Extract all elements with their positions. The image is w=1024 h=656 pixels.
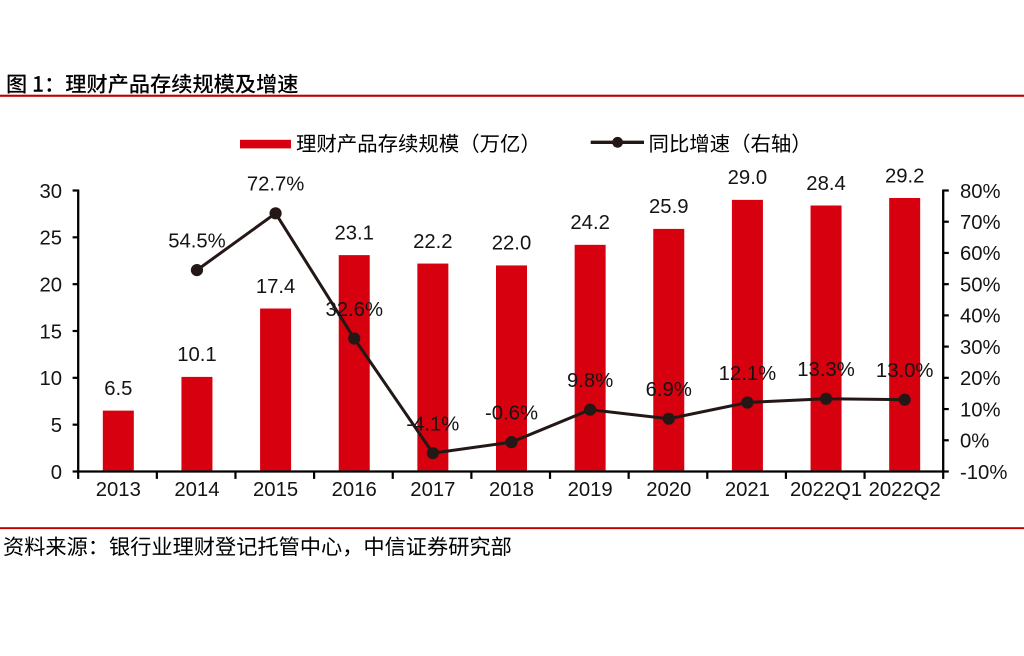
svg-text:25.9: 25.9	[649, 196, 688, 218]
svg-text:30%: 30%	[960, 337, 1001, 359]
svg-text:2021: 2021	[725, 479, 770, 501]
svg-text:-0.6%: -0.6%	[485, 402, 538, 424]
svg-text:2016: 2016	[332, 479, 377, 501]
svg-text:29.0: 29.0	[728, 167, 767, 189]
svg-text:24.2: 24.2	[570, 212, 609, 234]
svg-text:2017: 2017	[410, 479, 455, 501]
svg-text:2019: 2019	[568, 479, 613, 501]
svg-text:10.1: 10.1	[177, 344, 216, 366]
svg-text:20%: 20%	[960, 368, 1001, 390]
svg-text:50%: 50%	[960, 274, 1001, 296]
svg-text:28.4: 28.4	[806, 173, 845, 195]
svg-text:60%: 60%	[960, 243, 1001, 265]
svg-text:23.1: 23.1	[334, 222, 373, 244]
svg-text:72.7%: 72.7%	[247, 174, 305, 196]
svg-text:5: 5	[51, 415, 62, 437]
svg-text:6.9%: 6.9%	[646, 379, 692, 401]
svg-text:13.3%: 13.3%	[797, 359, 855, 381]
svg-text:12.1%: 12.1%	[719, 363, 777, 385]
svg-text:10: 10	[39, 368, 62, 390]
svg-text:17.4: 17.4	[256, 276, 295, 298]
svg-text:10%: 10%	[960, 399, 1001, 421]
svg-text:0: 0	[51, 462, 62, 484]
svg-text:22.2: 22.2	[413, 231, 452, 253]
svg-text:2022Q2: 2022Q2	[869, 479, 941, 501]
svg-text:32.6%: 32.6%	[325, 299, 383, 321]
svg-text:2020: 2020	[646, 479, 691, 501]
svg-text:70%: 70%	[960, 212, 1001, 234]
svg-text:20: 20	[39, 274, 62, 296]
svg-text:2014: 2014	[174, 479, 219, 501]
svg-text:29.2: 29.2	[885, 165, 924, 187]
svg-text:6.5: 6.5	[104, 378, 132, 400]
svg-text:54.5%: 54.5%	[168, 230, 226, 252]
svg-text:40%: 40%	[960, 306, 1001, 328]
svg-text:25: 25	[39, 228, 62, 250]
svg-text:9.8%: 9.8%	[567, 370, 613, 392]
svg-text:0%: 0%	[960, 431, 989, 453]
svg-text:30: 30	[39, 181, 62, 203]
svg-text:2022Q1: 2022Q1	[790, 479, 862, 501]
svg-text:-4.1%: -4.1%	[406, 413, 459, 435]
svg-text:13.0%: 13.0%	[876, 360, 934, 382]
svg-text:2013: 2013	[96, 479, 141, 501]
svg-text:2015: 2015	[253, 479, 298, 501]
svg-text:-10%: -10%	[960, 462, 1007, 484]
svg-text:15: 15	[39, 321, 62, 343]
svg-text:22.0: 22.0	[492, 233, 531, 255]
svg-text:80%: 80%	[960, 181, 1001, 203]
svg-text:2018: 2018	[489, 479, 534, 501]
